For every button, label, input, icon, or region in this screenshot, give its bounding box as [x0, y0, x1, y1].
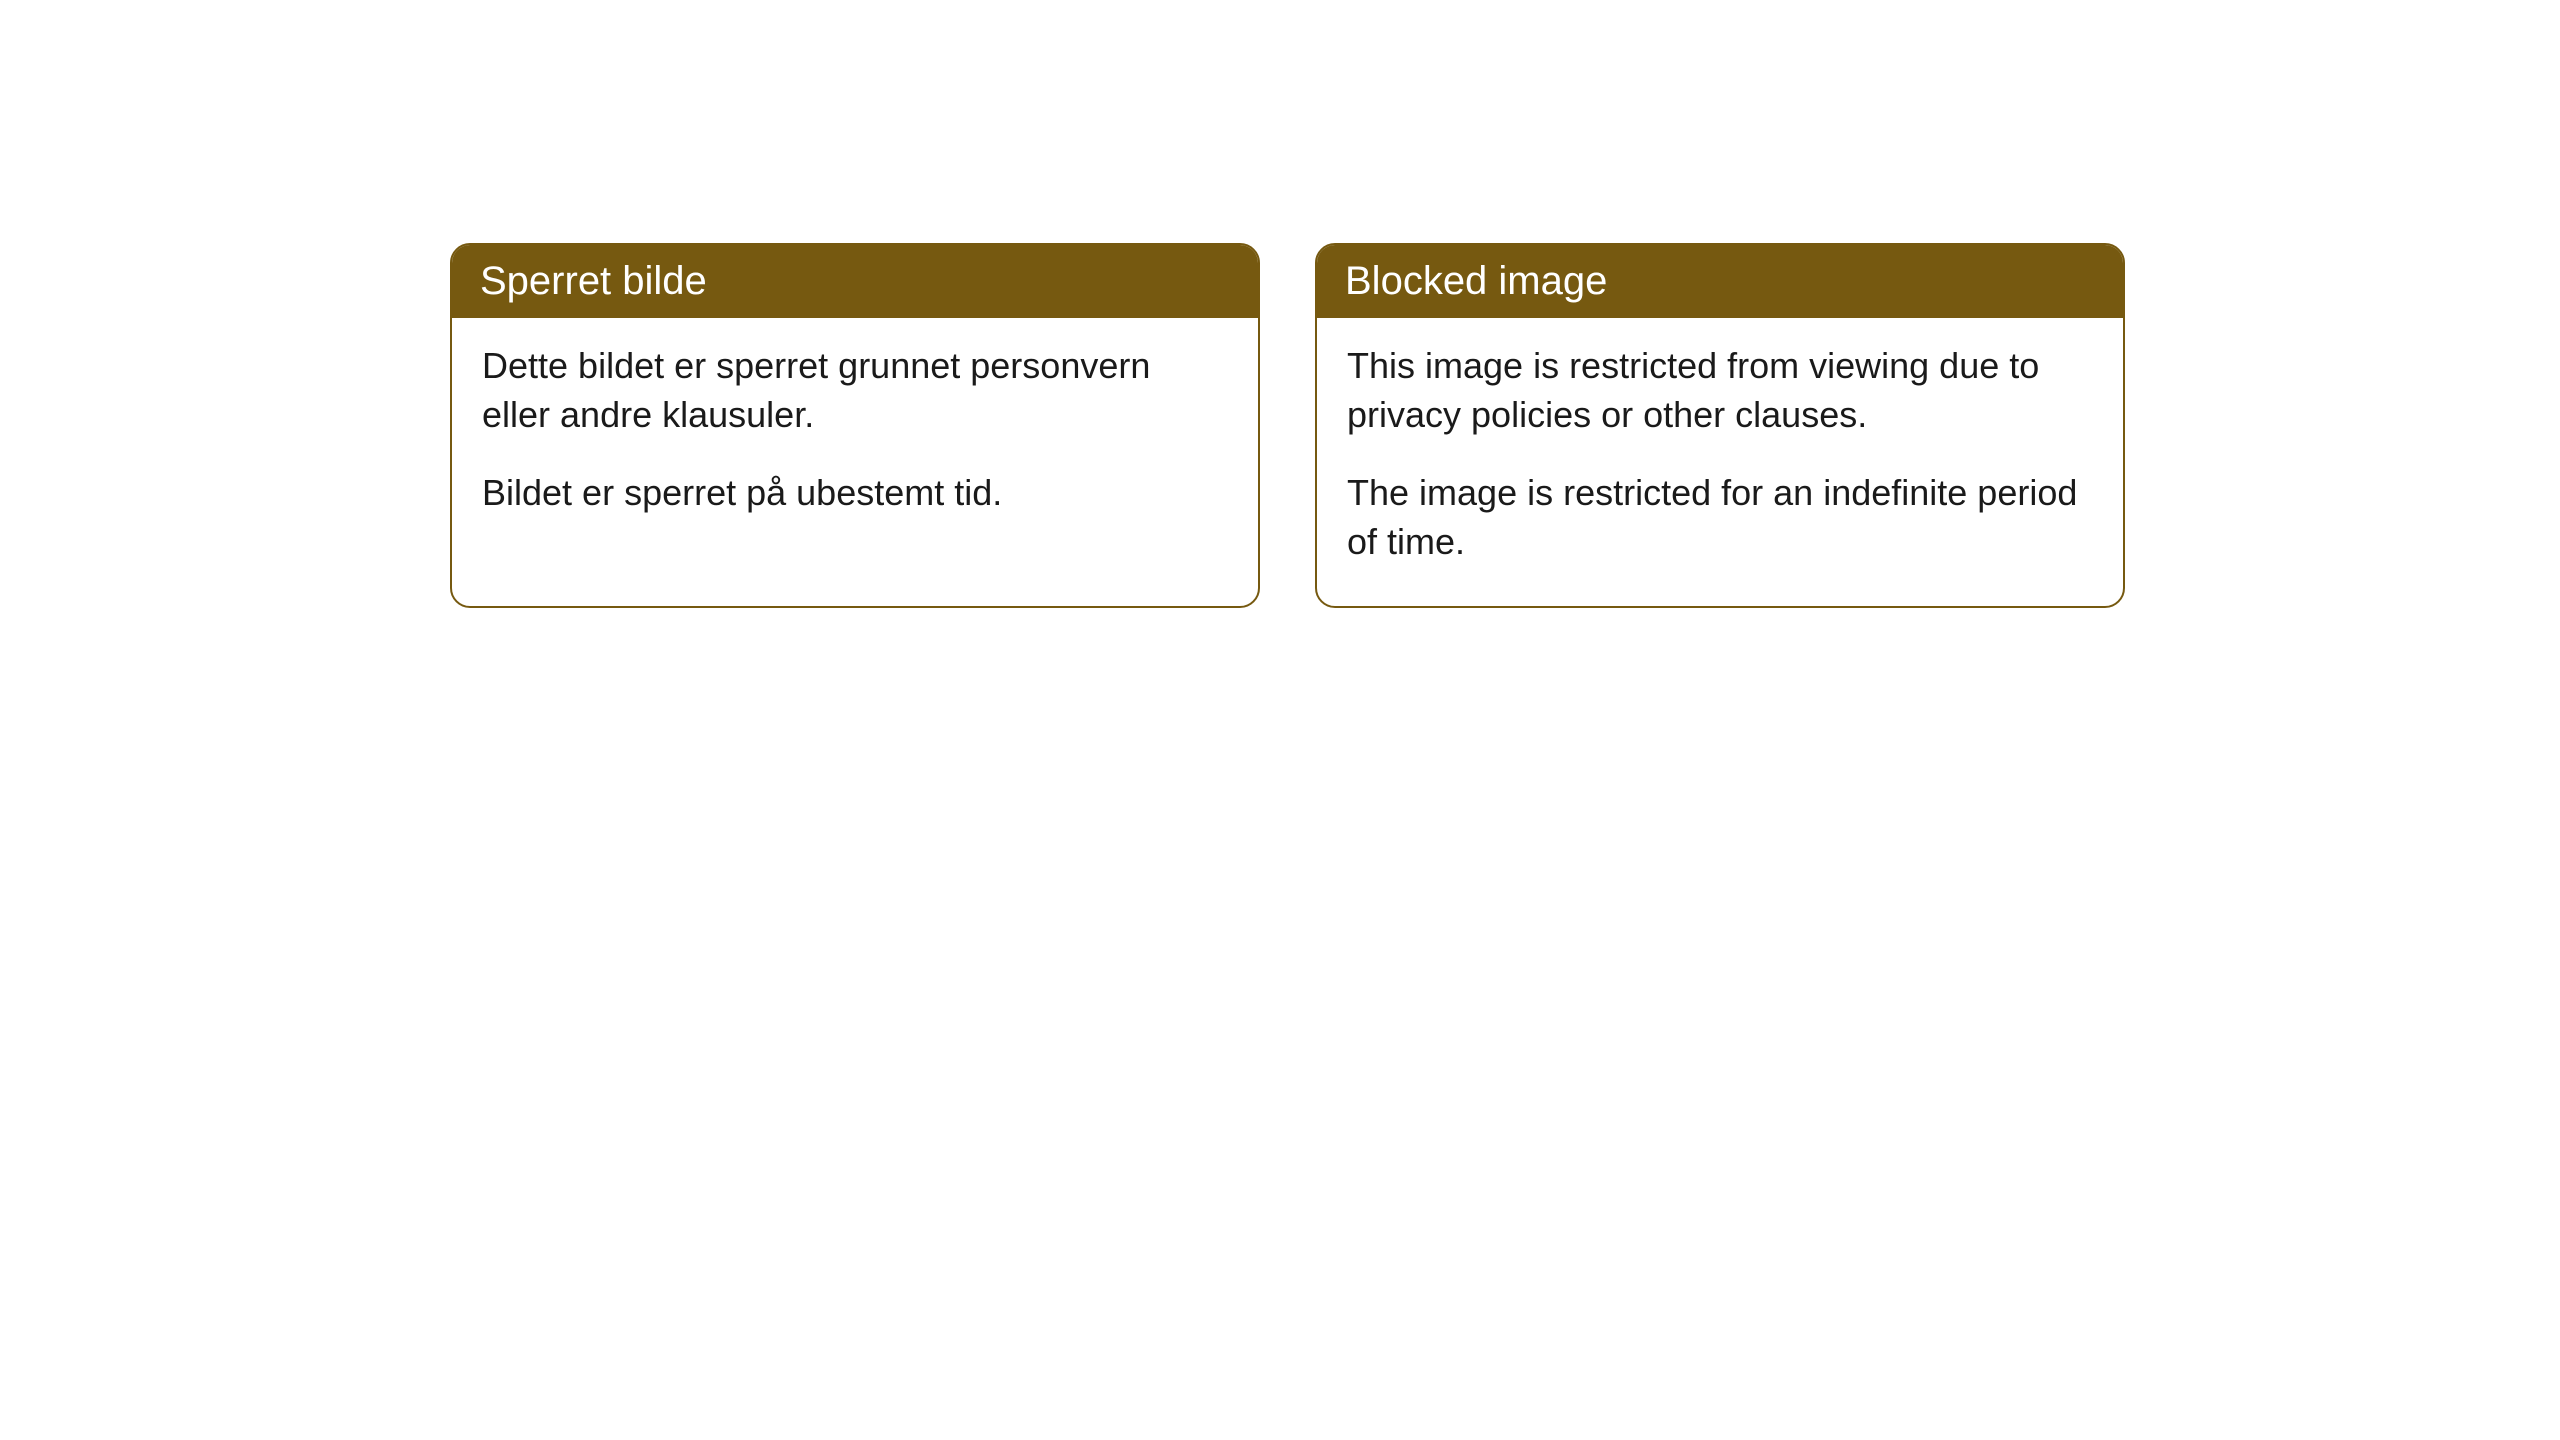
- notice-card-norwegian: Sperret bilde Dette bildet er sperret gr…: [450, 243, 1260, 608]
- card-header: Blocked image: [1317, 245, 2123, 318]
- card-body: This image is restricted from viewing du…: [1317, 318, 2123, 606]
- card-paragraph: This image is restricted from viewing du…: [1347, 342, 2093, 439]
- notice-card-container: Sperret bilde Dette bildet er sperret gr…: [450, 243, 2125, 608]
- card-paragraph: Bildet er sperret på ubestemt tid.: [482, 469, 1228, 518]
- card-paragraph: Dette bildet er sperret grunnet personve…: [482, 342, 1228, 439]
- notice-card-english: Blocked image This image is restricted f…: [1315, 243, 2125, 608]
- card-paragraph: The image is restricted for an indefinit…: [1347, 469, 2093, 566]
- card-header: Sperret bilde: [452, 245, 1258, 318]
- card-title: Sperret bilde: [480, 259, 707, 303]
- card-title: Blocked image: [1345, 259, 1607, 303]
- card-body: Dette bildet er sperret grunnet personve…: [452, 318, 1258, 558]
